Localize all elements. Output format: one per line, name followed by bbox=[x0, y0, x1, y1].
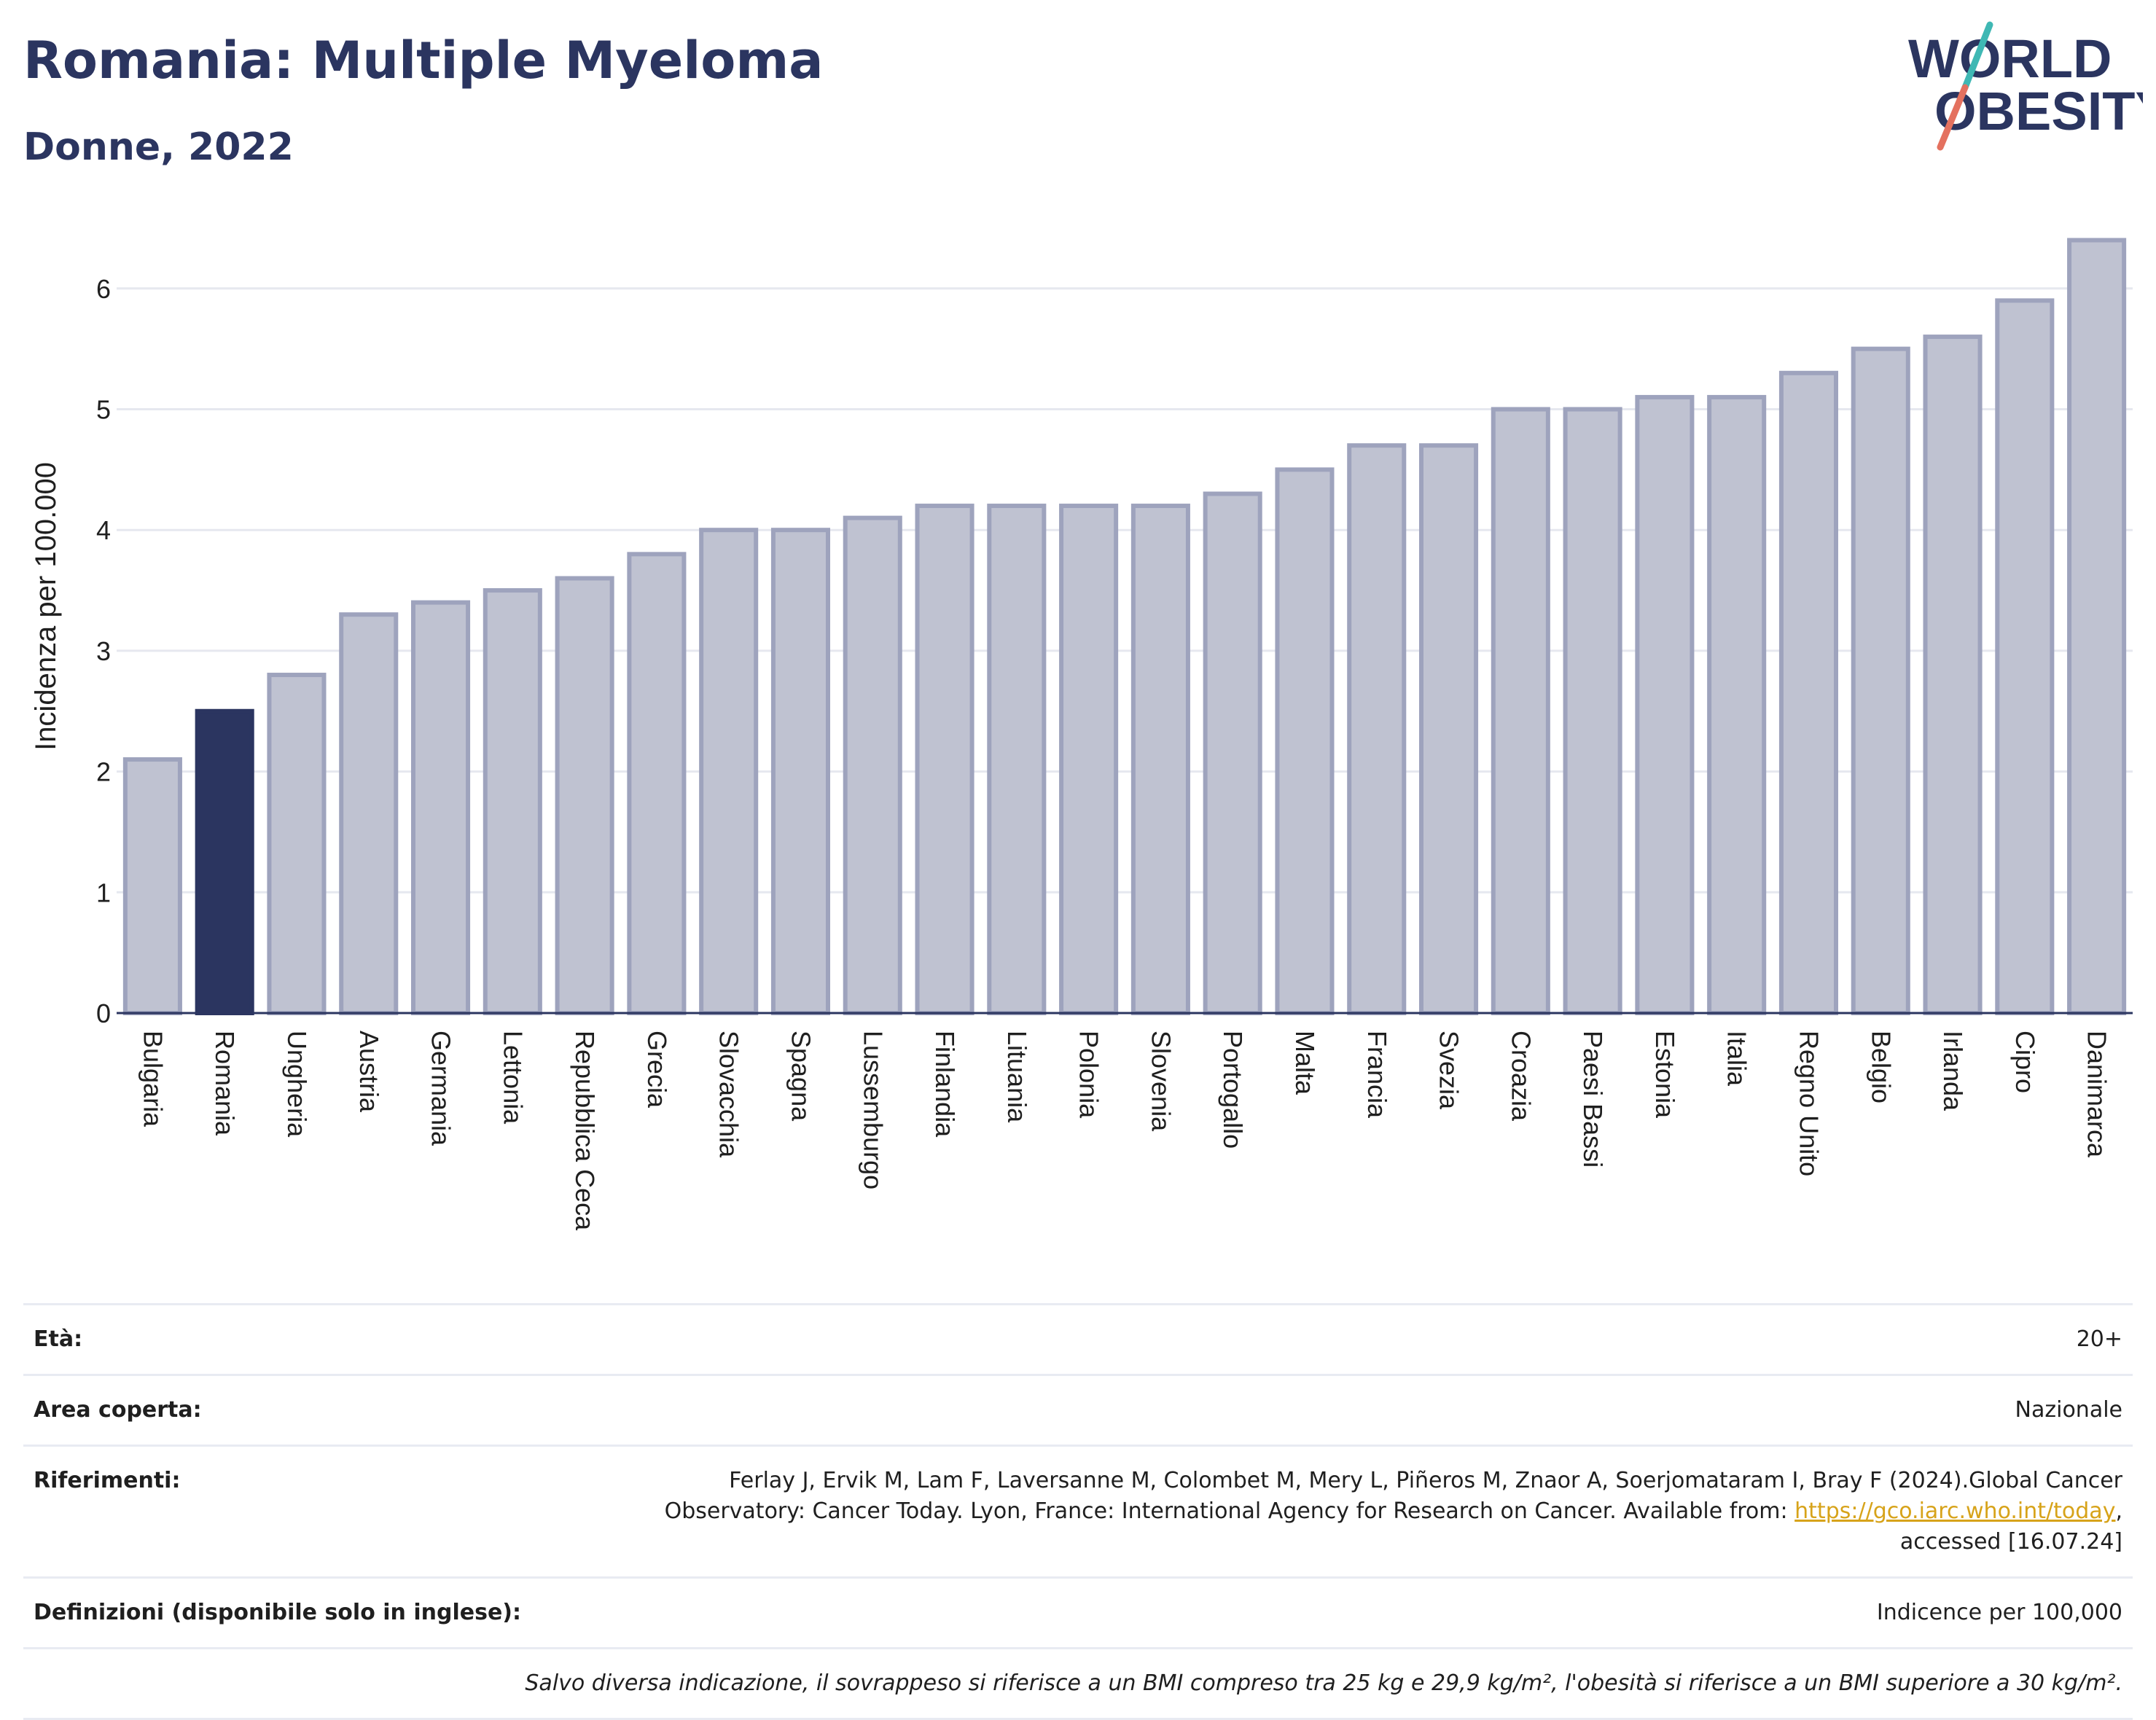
bar bbox=[1130, 504, 1190, 1015]
info-row-references: Riferimenti: Ferlay J, Ervik M, Lam F, L… bbox=[23, 1445, 2133, 1578]
x-tick-label: Svezia bbox=[1434, 1031, 1464, 1110]
x-tick-label: Lituania bbox=[1002, 1031, 1032, 1123]
bars bbox=[122, 238, 2127, 1016]
bar bbox=[843, 515, 902, 1015]
bar bbox=[483, 588, 542, 1015]
bar bbox=[1707, 394, 1767, 1015]
bar bbox=[122, 757, 182, 1016]
y-tick-label: 6 bbox=[96, 274, 111, 304]
bar bbox=[1851, 346, 1910, 1015]
age-value: 20+ bbox=[2076, 1326, 2122, 1352]
age-label: Età: bbox=[34, 1326, 83, 1352]
x-tick-label: Lussemburgo bbox=[858, 1031, 888, 1189]
chart-title: Romania: Multiple Myeloma bbox=[23, 31, 824, 90]
bar bbox=[410, 600, 471, 1015]
bar bbox=[1923, 335, 1983, 1015]
y-tick-labels: 0 1 2 3 4 5 6 bbox=[96, 274, 111, 1028]
bar bbox=[915, 504, 975, 1015]
references-text-2: , accessed [16.07.24] bbox=[1899, 1498, 2122, 1555]
x-tick-label: Malta bbox=[1290, 1031, 1320, 1095]
bar bbox=[555, 576, 614, 1015]
references-label: Riferimenti: bbox=[34, 1468, 181, 1493]
y-tick-label: 3 bbox=[96, 636, 111, 666]
x-tick-label: Belgio bbox=[1866, 1031, 1896, 1103]
y-tick-label: 1 bbox=[96, 877, 111, 907]
logo-slash-bottom bbox=[1937, 84, 1969, 151]
info-row-definitions: Definizioni (disponibile solo in inglese… bbox=[23, 1577, 2133, 1649]
bar-highlight bbox=[195, 708, 254, 1015]
bar bbox=[627, 552, 687, 1015]
references-value: Ferlay J, Ervik M, Lam F, Laversanne M, … bbox=[627, 1446, 2133, 1578]
bar-chart: 0 1 2 3 4 5 6 Bulgaria Romania Ungheria Austria Ge… bbox=[30, 238, 2133, 1231]
x-tick-label: Finlandia bbox=[930, 1031, 960, 1138]
x-tick-label: Danimarca bbox=[2082, 1031, 2112, 1158]
x-tick-label: Portogallo bbox=[1218, 1031, 1248, 1149]
y-axis-label: Incidenza per 100.000 bbox=[30, 462, 62, 751]
x-tick-label: Grecia bbox=[642, 1031, 672, 1109]
bar bbox=[1563, 407, 1622, 1015]
bar bbox=[1203, 491, 1262, 1015]
definitions-value: Indicence per 100,000 bbox=[1876, 1600, 2122, 1625]
x-tick-label: Polonia bbox=[1074, 1031, 1104, 1119]
references-link[interactable]: https://gco.iarc.who.int/today bbox=[1794, 1498, 2116, 1524]
x-tick-label: Cipro bbox=[2010, 1031, 2040, 1093]
x-tick-label: Austria bbox=[354, 1031, 384, 1113]
y-tick-label: 5 bbox=[96, 395, 111, 425]
x-tick-label: Bulgaria bbox=[138, 1031, 168, 1127]
info-row-note: Salvo diversa indicazione, il sovrappeso… bbox=[23, 1648, 2133, 1719]
x-tick-label: Romania bbox=[210, 1031, 240, 1136]
bar bbox=[1347, 443, 1407, 1015]
info-row-area: Area coperta: Nazionale bbox=[23, 1375, 2133, 1446]
x-tick-label: Lettonia bbox=[498, 1031, 528, 1125]
chart-subtitle: Donne, 2022 bbox=[23, 125, 294, 169]
x-tick-label: Francia bbox=[1362, 1031, 1392, 1119]
y-tick-label: 0 bbox=[96, 998, 111, 1028]
bar bbox=[987, 504, 1047, 1015]
x-tick-labels: Bulgaria Romania Ungheria Austria Germania Le… bbox=[138, 1031, 2112, 1231]
bar bbox=[2067, 238, 2127, 1015]
x-tick-label: Slovacchia bbox=[714, 1031, 744, 1158]
x-tick-label: Croazia bbox=[1506, 1031, 1536, 1122]
references-text-1: Ferlay J, Ervik M, Lam F, Laversanne M, … bbox=[664, 1468, 2122, 1524]
world-obesity-logo: WORLD OBESITY bbox=[1908, 21, 2143, 151]
x-tick-label: Ungheria bbox=[282, 1031, 312, 1138]
x-tick-label: Slovenia bbox=[1146, 1031, 1176, 1132]
bar bbox=[1778, 370, 1839, 1016]
bar bbox=[1418, 443, 1479, 1015]
bar bbox=[1491, 407, 1550, 1015]
y-tick-label: 2 bbox=[96, 757, 111, 787]
bar bbox=[1275, 467, 1335, 1015]
x-tick-label: Repubblica Ceca bbox=[570, 1031, 600, 1231]
bar bbox=[699, 528, 759, 1015]
bar bbox=[267, 673, 327, 1015]
logo-slash-top bbox=[1961, 21, 1993, 91]
bar bbox=[1995, 298, 2055, 1015]
definitions-label: Definizioni (disponibile solo in inglese… bbox=[34, 1600, 521, 1625]
x-tick-label: Germania bbox=[426, 1031, 456, 1146]
bar bbox=[1059, 504, 1119, 1015]
area-value: Nazionale bbox=[2015, 1397, 2122, 1423]
x-tick-label: Paesi Bassi bbox=[1578, 1031, 1608, 1168]
bar bbox=[770, 528, 831, 1015]
x-tick-label: Irlanda bbox=[1938, 1031, 1968, 1111]
info-table: Età: 20+ Area coperta: Nazionale Riferim… bbox=[23, 1303, 2133, 1720]
x-tick-label: Regno Unito bbox=[1794, 1031, 1824, 1176]
info-row-age: Età: 20+ bbox=[23, 1304, 2133, 1375]
bar bbox=[339, 612, 399, 1015]
y-tick-label: 4 bbox=[96, 515, 111, 545]
obesity-note: Salvo diversa indicazione, il sovrappeso… bbox=[525, 1670, 2122, 1696]
logo-line-1: WORLD bbox=[1908, 28, 2112, 89]
area-label: Area coperta: bbox=[34, 1397, 202, 1423]
bar bbox=[1635, 394, 1695, 1015]
x-tick-label: Estonia bbox=[1650, 1031, 1680, 1119]
x-tick-label: Spagna bbox=[786, 1031, 816, 1122]
x-tick-label: Italia bbox=[1722, 1031, 1752, 1087]
logo-line-2: OBESITY bbox=[1934, 81, 2143, 141]
